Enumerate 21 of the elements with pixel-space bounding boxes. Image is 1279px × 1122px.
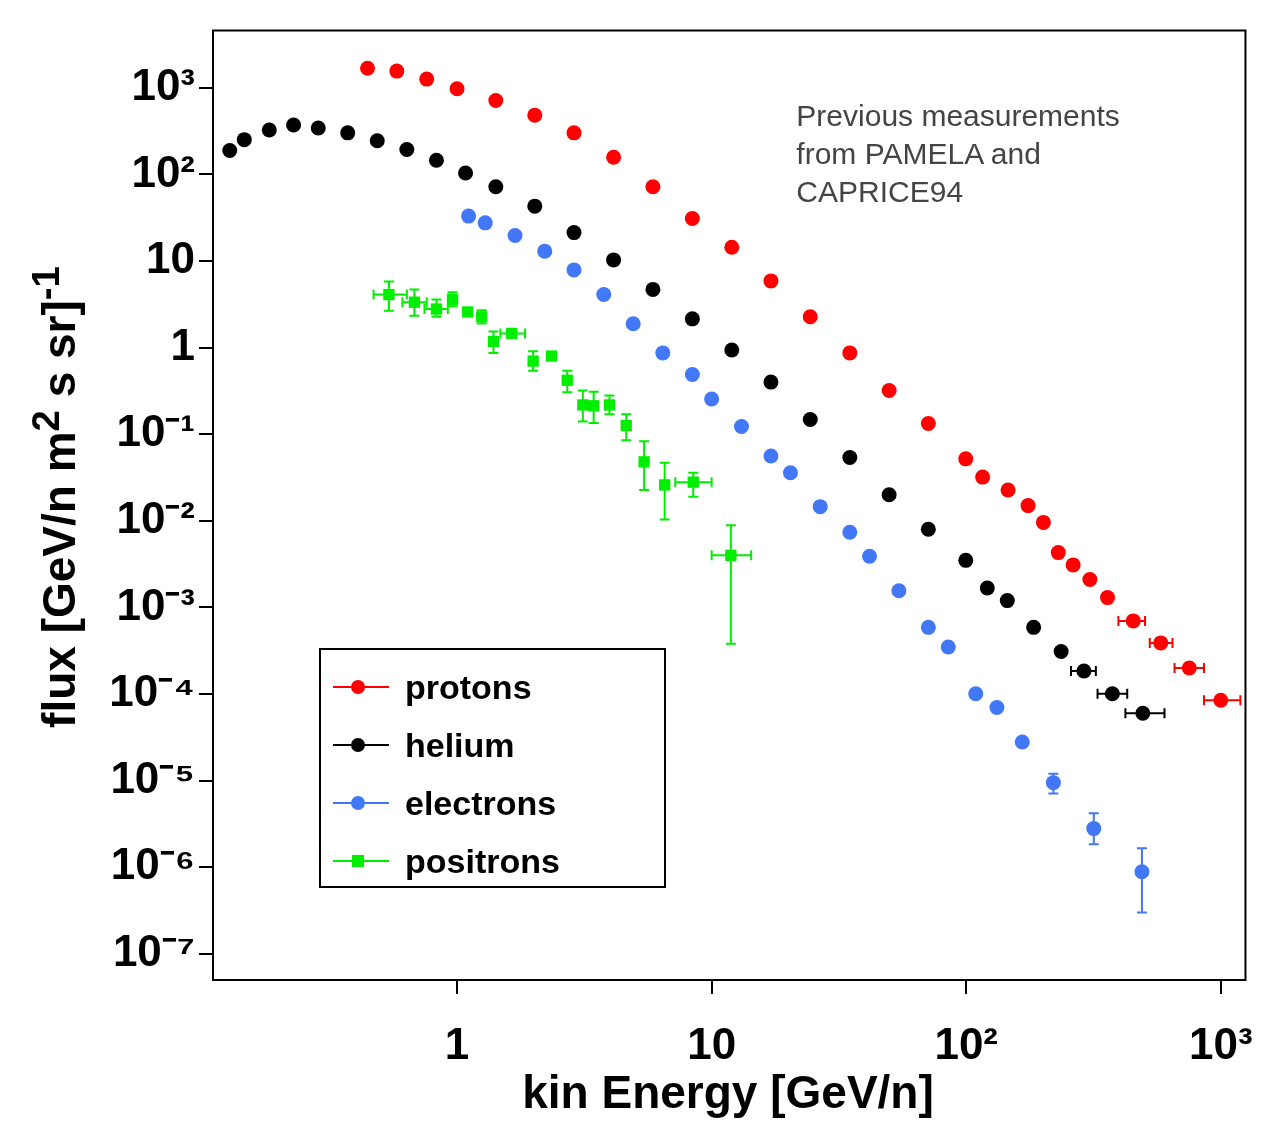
y-tick-label: 10⁻³ xyxy=(116,579,195,629)
y-tick-label: 10³ xyxy=(131,59,195,109)
y-tick-label: 10⁻⁴ xyxy=(109,666,195,716)
x-axis-title: kin Energy [GeV/n] xyxy=(522,1065,934,1119)
y-tick-label: 10⁻¹ xyxy=(116,406,195,456)
y-tick-label: 1 xyxy=(170,319,195,369)
x-tick-label: 1 xyxy=(444,1018,470,1068)
x-tick-label: 10² xyxy=(934,1018,999,1068)
legend-label: positrons xyxy=(405,841,560,881)
legend-label: electrons xyxy=(405,783,557,823)
y-tick-label: 10⁻² xyxy=(116,493,195,543)
x-tick-label: 10³ xyxy=(1189,1018,1253,1068)
annotation: Previous measurements from PAMELA and CAPRICE94 xyxy=(796,98,1120,208)
y-tick-label: 10⁻⁶ xyxy=(110,839,195,889)
legend-label: helium xyxy=(405,725,515,765)
y-tick-label: 10⁻⁷ xyxy=(112,926,195,976)
legend-label: protons xyxy=(405,667,532,707)
x-tick-label: 10 xyxy=(687,1018,737,1068)
y-tick-label: 10 xyxy=(146,233,195,283)
y-tick-label: 10⁻⁵ xyxy=(110,752,195,802)
y-tick-label: 10² xyxy=(131,146,195,196)
